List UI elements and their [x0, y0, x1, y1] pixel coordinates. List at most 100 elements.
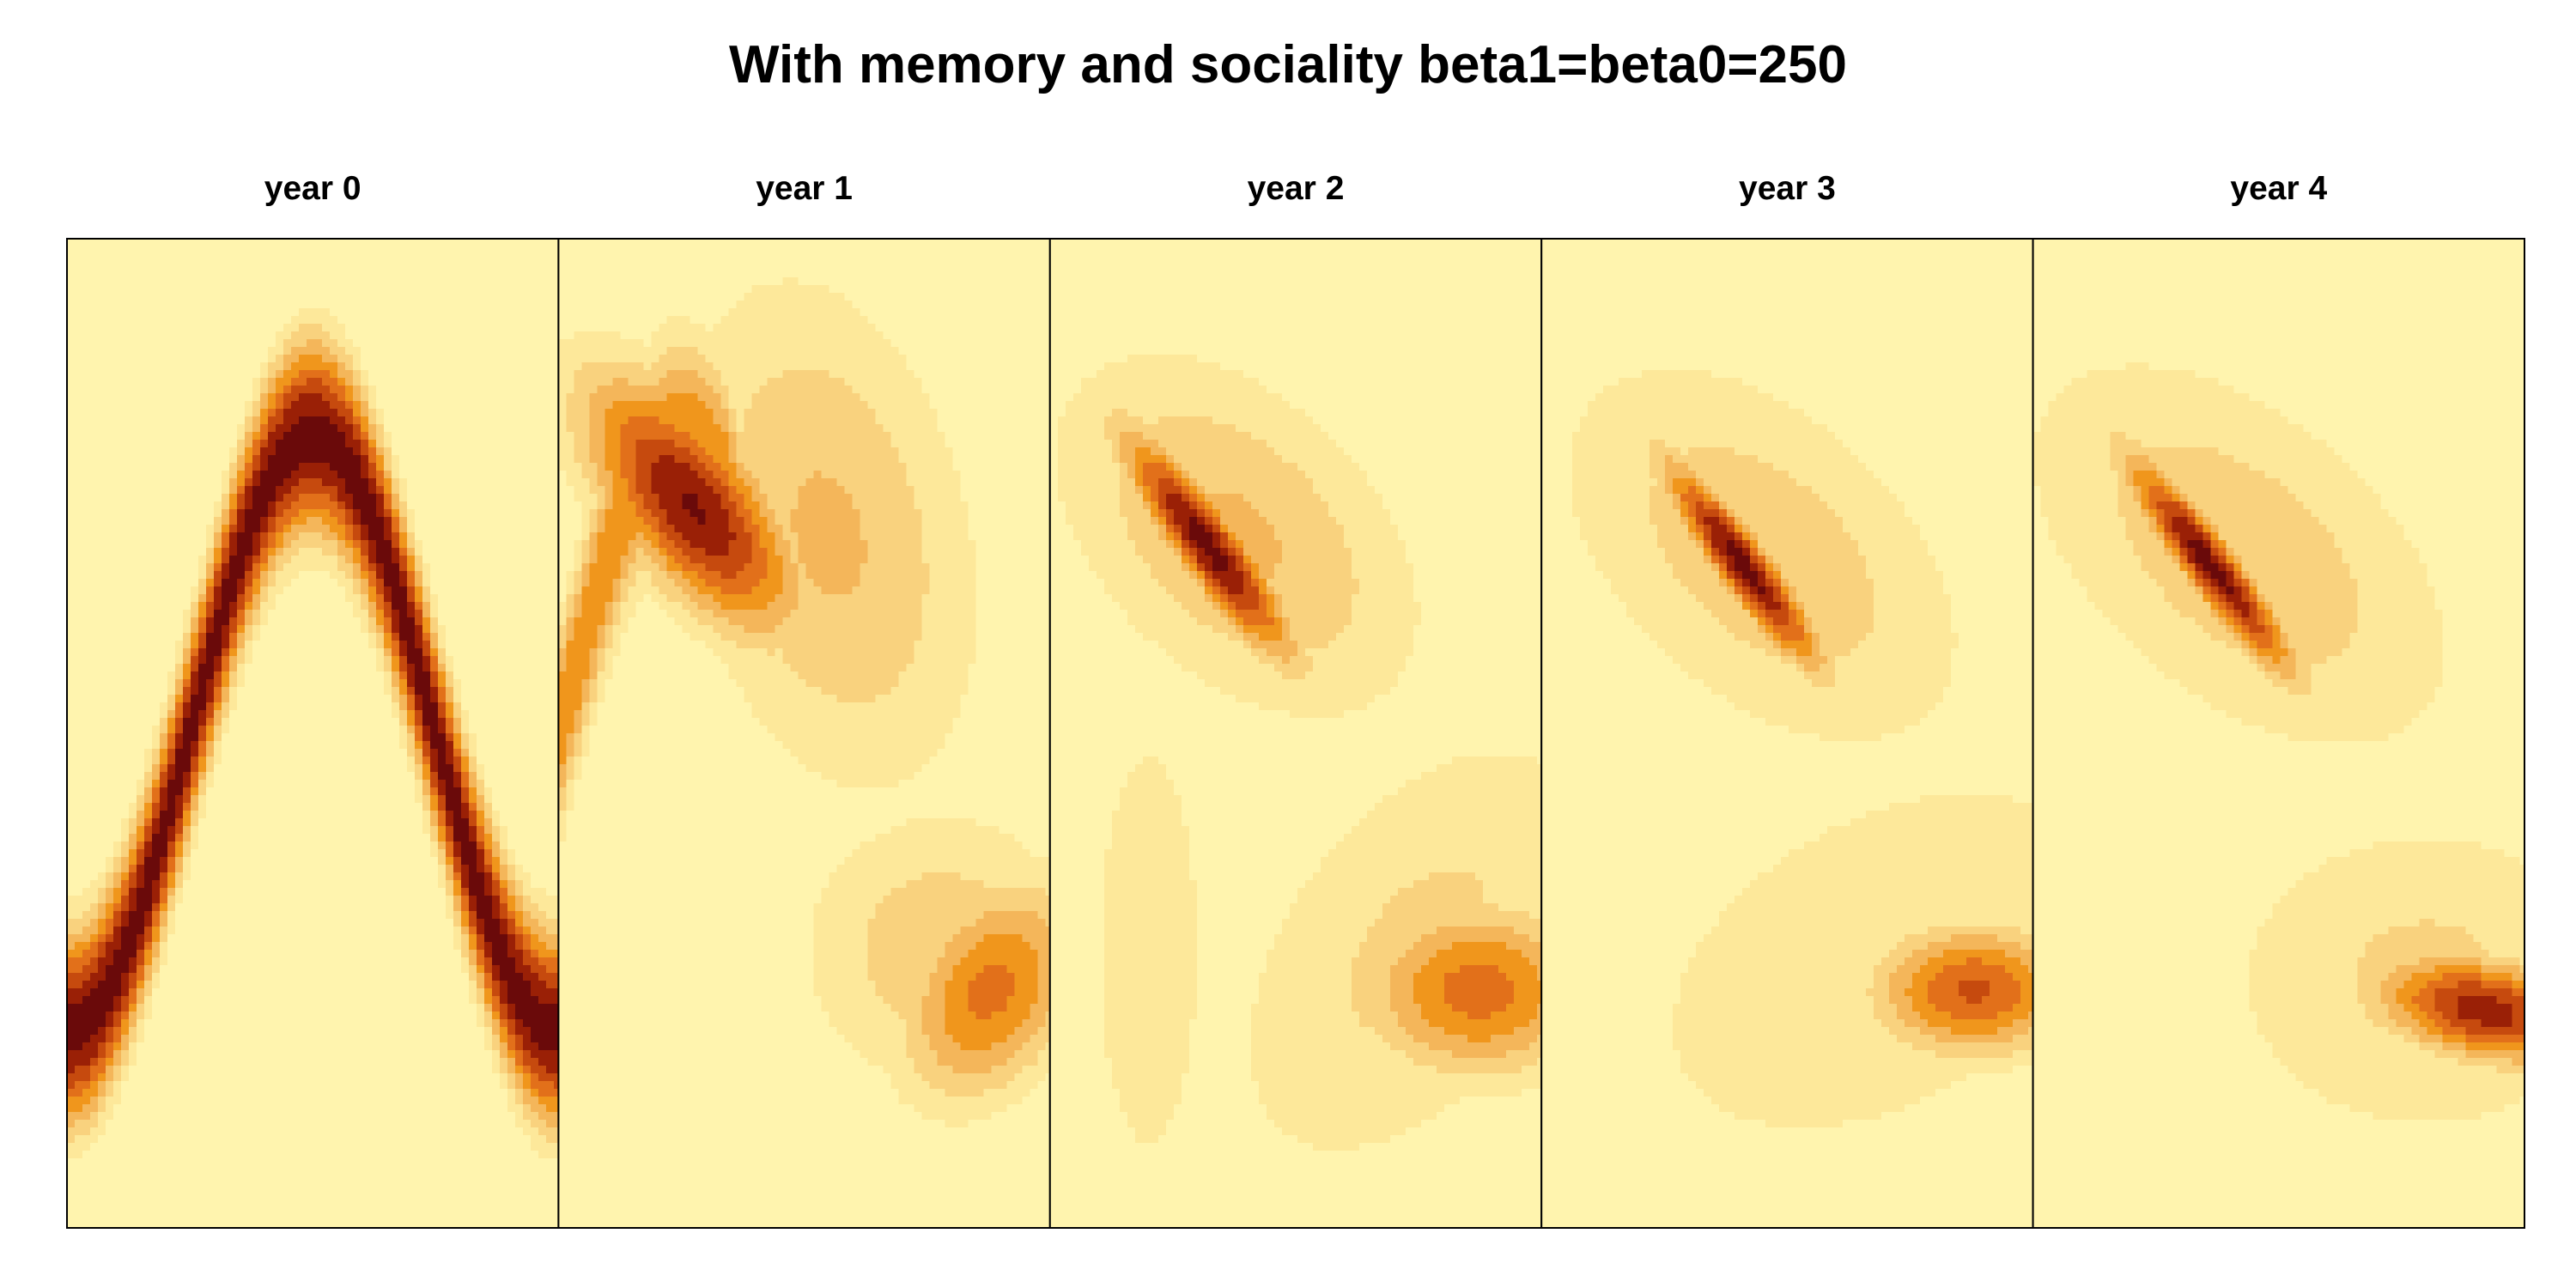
- heat-cell: [82, 301, 90, 308]
- heat-cell: [438, 509, 446, 517]
- heat-cell: [392, 571, 399, 579]
- heat-cell: [430, 432, 438, 440]
- heat-cell: [106, 795, 113, 803]
- heat-cell: [268, 254, 276, 262]
- heat-cell: [276, 525, 283, 532]
- heat-cell: [291, 679, 299, 687]
- heat-cell: [492, 378, 500, 386]
- heat-cell: [430, 803, 438, 811]
- heat-cell: [175, 331, 183, 339]
- heat-cell: [67, 772, 75, 780]
- heat-cell: [106, 586, 113, 594]
- heat-cell: [469, 671, 477, 679]
- heat-cell: [214, 424, 222, 432]
- heat-cell: [222, 579, 229, 586]
- heat-cell: [546, 355, 554, 362]
- heat-cell: [90, 733, 98, 741]
- heat-cell: [438, 525, 446, 532]
- heat-cell: [152, 726, 160, 733]
- heat-cell: [538, 756, 546, 764]
- heat-cell: [469, 432, 477, 440]
- heat-cell: [214, 818, 222, 826]
- heat-cell: [245, 517, 252, 525]
- heat-cell: [453, 432, 461, 440]
- heat-cell: [137, 239, 144, 246]
- heat-cell: [191, 834, 198, 841]
- heat-cell: [113, 432, 121, 440]
- heat-cell: [337, 293, 345, 301]
- heat-cell: [183, 301, 191, 308]
- heat-cell: [453, 455, 461, 463]
- heat-cell: [392, 308, 399, 316]
- heat-cell: [75, 409, 82, 416]
- heat-cell: [237, 277, 245, 285]
- heat-cell: [392, 687, 399, 695]
- heat-cell: [67, 331, 75, 339]
- heat-cell: [554, 378, 559, 386]
- heat-cell: [113, 440, 121, 447]
- heat-cell: [268, 308, 276, 316]
- heat-cell: [507, 362, 515, 370]
- heat-cell: [160, 818, 167, 826]
- heat-cell: [198, 772, 206, 780]
- heat-cell: [276, 301, 283, 308]
- heat-cell: [477, 540, 484, 548]
- heat-cell: [245, 471, 252, 478]
- heat-cell: [453, 540, 461, 548]
- heat-cell: [484, 270, 492, 277]
- heat-cell: [399, 293, 407, 301]
- heat-cell: [67, 764, 75, 772]
- heat-cell: [67, 826, 75, 834]
- heat-cell: [307, 749, 314, 756]
- heat-cell: [399, 525, 407, 532]
- heat-cell: [554, 679, 559, 687]
- heat-cell: [191, 409, 198, 416]
- heat-cell: [106, 702, 113, 710]
- heat-cell: [214, 826, 222, 834]
- heat-cell: [446, 556, 453, 563]
- heat-cell: [500, 671, 507, 679]
- heat-cell: [523, 664, 531, 671]
- heat-cell: [322, 803, 330, 811]
- heat-cell: [214, 386, 222, 393]
- heat-cell: [484, 563, 492, 571]
- heat-cell: [113, 316, 121, 324]
- heat-cell: [384, 355, 392, 362]
- heat-cell: [507, 641, 515, 648]
- heat-cell: [229, 617, 237, 625]
- heat-cell: [183, 370, 191, 378]
- heat-cell: [90, 625, 98, 633]
- heat-cell: [500, 695, 507, 702]
- heat-cell: [337, 664, 345, 671]
- heat-cell: [90, 695, 98, 702]
- heat-cell: [260, 246, 268, 254]
- heat-cell: [345, 811, 353, 818]
- heat-cell: [106, 471, 113, 478]
- heat-cell: [446, 416, 453, 424]
- heat-cell: [82, 246, 90, 254]
- heat-cell: [98, 749, 106, 756]
- heat-cell: [422, 803, 430, 811]
- heat-cell: [422, 339, 430, 347]
- heat-cell: [353, 308, 361, 316]
- heat-cell: [484, 494, 492, 501]
- heat-cell: [368, 787, 376, 795]
- heat-cell: [252, 277, 260, 285]
- heat-cell: [554, 386, 559, 393]
- heat-cell: [222, 764, 229, 772]
- heat-cell: [183, 254, 191, 262]
- heat-cell: [121, 331, 129, 339]
- heat-cell: [430, 756, 438, 764]
- heat-cell: [353, 285, 361, 293]
- heat-cell: [299, 424, 307, 432]
- heat-cell: [144, 401, 152, 409]
- heat-cell: [554, 594, 559, 602]
- heat-cell: [183, 347, 191, 355]
- heat-cell: [330, 432, 337, 440]
- heat-cell: [538, 803, 546, 811]
- heat-cell: [198, 378, 206, 386]
- heat-cell: [330, 532, 337, 540]
- heat-cell: [361, 393, 368, 401]
- heat-cell: [175, 401, 183, 409]
- heat-cell: [144, 772, 152, 780]
